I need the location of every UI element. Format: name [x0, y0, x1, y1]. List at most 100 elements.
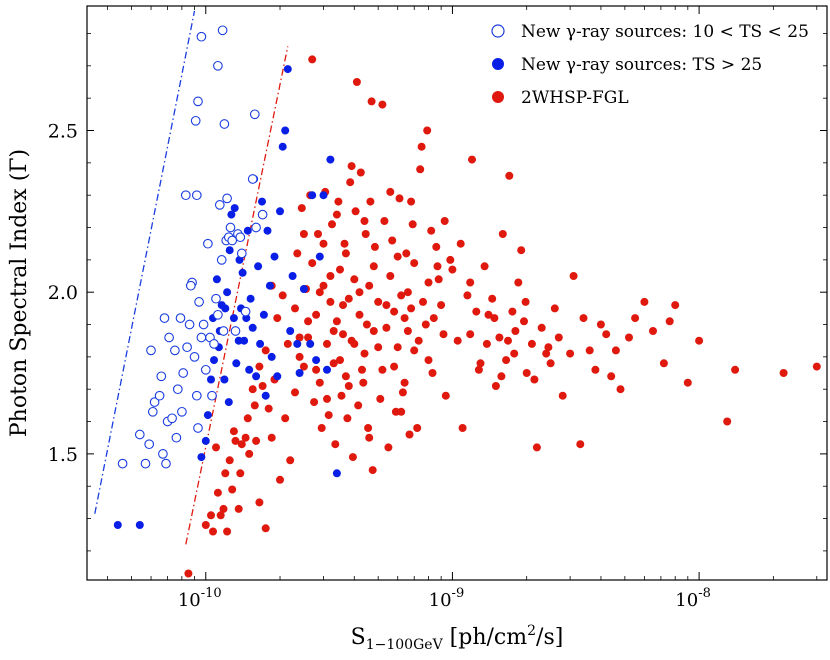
red-point [315, 378, 324, 387]
x-label-rest: [ph/cm [443, 625, 528, 650]
red-point [312, 310, 321, 319]
blue-point [252, 372, 261, 381]
red-point [332, 317, 341, 326]
red-point [339, 301, 347, 310]
red-point [480, 262, 489, 271]
red-point [339, 330, 347, 339]
open-point [203, 238, 213, 249]
red-point [243, 414, 252, 423]
red-point [236, 469, 245, 478]
red-point [407, 197, 416, 206]
x-tick-label: 10-10 [178, 586, 222, 611]
blue-point [246, 294, 255, 303]
blue-point [258, 197, 266, 206]
open-point [200, 364, 211, 375]
red-point [286, 456, 295, 465]
open-point [193, 96, 203, 107]
red-point [546, 359, 555, 368]
red-point [498, 230, 507, 238]
blue-point [261, 391, 270, 400]
red-point [291, 304, 299, 313]
red-point [508, 307, 517, 316]
legend-marker-red [492, 91, 504, 103]
legend-label-blue: New γ-ray sources: TS > 25 [521, 55, 762, 75]
red-point [427, 226, 436, 235]
red-point [476, 359, 485, 368]
red-point [391, 407, 400, 416]
red-point [245, 449, 254, 458]
red-point [355, 310, 364, 319]
legend-marker-blue [492, 58, 504, 70]
red-point [297, 204, 306, 213]
red-point [261, 346, 270, 355]
legend: New γ-ray sources: 10 < TS < 25 New γ-ra… [491, 22, 809, 108]
red-point [468, 155, 476, 164]
red-point [359, 378, 368, 387]
ts-10-threshold-line [94, 10, 196, 514]
red-point [441, 391, 450, 400]
red-point [255, 498, 264, 507]
open-point [209, 339, 219, 349]
red-point [237, 440, 246, 449]
red-point [231, 436, 240, 445]
open-point [198, 319, 209, 330]
red-point [429, 314, 438, 323]
open-point [156, 371, 167, 382]
red-point [229, 427, 238, 436]
red-point [659, 359, 668, 368]
open-point [182, 342, 192, 353]
red-point [374, 343, 383, 352]
red-point [554, 333, 563, 342]
red-point [607, 372, 616, 381]
legend-marker-open [491, 24, 505, 38]
red-point [378, 365, 387, 374]
blue-point [276, 207, 284, 216]
red-point [497, 372, 506, 381]
red-point [219, 504, 228, 513]
red-point [323, 394, 331, 403]
red-point [408, 220, 417, 229]
red-point [542, 349, 551, 358]
red-point [336, 265, 344, 274]
red-point [354, 401, 363, 410]
red-point [569, 272, 578, 280]
red-point [346, 178, 355, 187]
blue-point [248, 323, 257, 332]
open-point [146, 345, 156, 356]
red-point [361, 230, 370, 238]
red-point [299, 230, 308, 238]
y-tick-label: 2.5 [48, 121, 78, 143]
open-point [149, 397, 160, 407]
open-point [211, 293, 221, 304]
open-point [177, 406, 187, 417]
red-point [779, 369, 788, 377]
blue-point [288, 272, 297, 280]
red-point [424, 356, 433, 365]
open-point [185, 280, 196, 291]
red-point [351, 207, 360, 216]
red-point [369, 262, 378, 271]
red-point [355, 288, 364, 297]
red-point [221, 469, 230, 478]
red-point [337, 391, 346, 400]
red-point [439, 330, 448, 339]
open-point [180, 190, 191, 201]
open-point [207, 390, 217, 401]
blue-point [326, 155, 335, 164]
blue-point [212, 275, 221, 284]
red-point [336, 356, 344, 365]
red-point [267, 433, 276, 442]
red-point [365, 433, 374, 442]
red-point [544, 343, 553, 352]
red-point [398, 388, 407, 397]
red-point [255, 362, 264, 371]
blue-point [135, 521, 144, 529]
open-point [175, 313, 186, 323]
red-point [291, 388, 299, 397]
blue-point [240, 336, 249, 345]
red-point [405, 430, 414, 439]
red-point [348, 453, 357, 462]
blue-point [265, 281, 274, 290]
blue-point [113, 521, 122, 529]
open-point [154, 390, 165, 401]
